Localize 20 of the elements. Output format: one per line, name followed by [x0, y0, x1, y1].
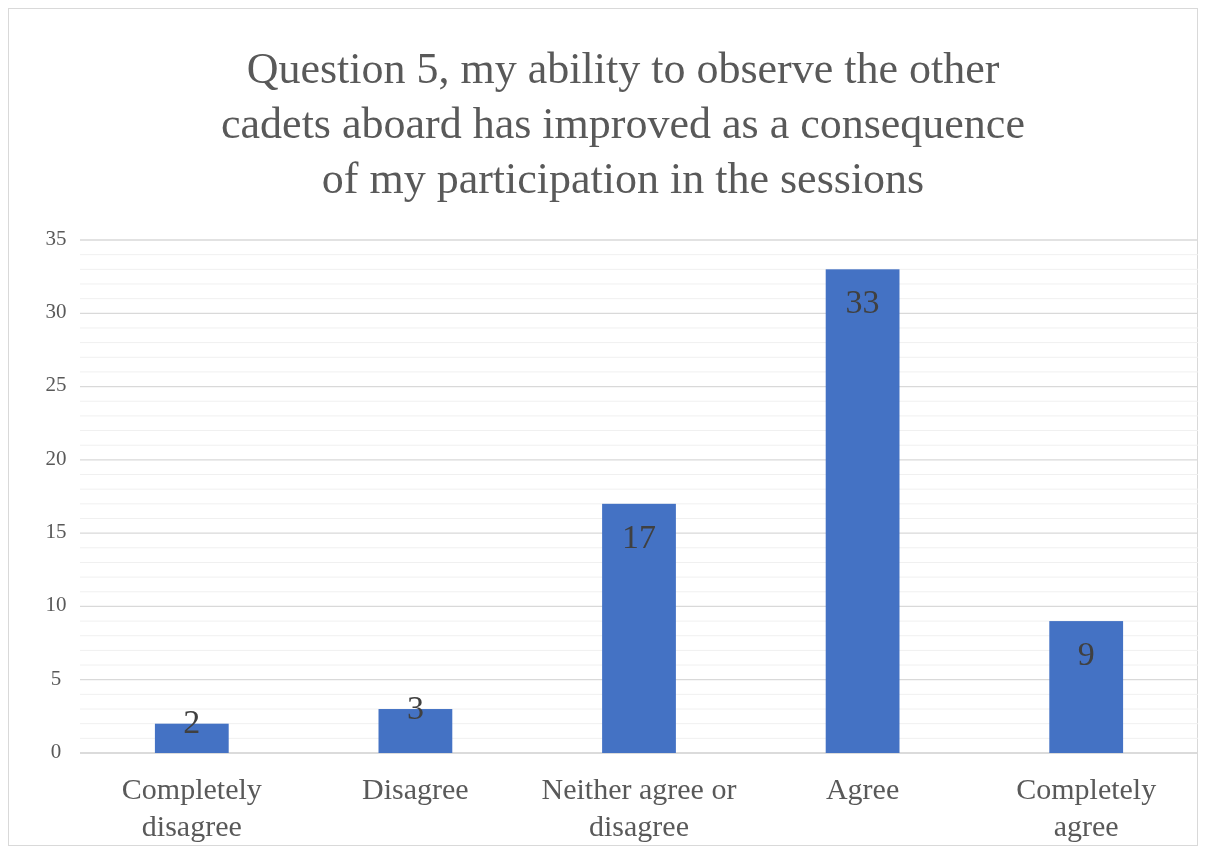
x-tick-label: Completely agree — [1016, 771, 1157, 842]
y-tick-label: 5 — [50, 665, 62, 690]
data-label: 9 — [1077, 634, 1095, 672]
y-tick-label: 25 — [45, 372, 67, 397]
x-tick-label: Agree — [825, 771, 900, 805]
y-tick-label: 35 — [45, 225, 67, 250]
data-label: 33 — [845, 283, 880, 321]
y-tick-label: 15 — [45, 518, 67, 543]
bar — [825, 269, 900, 753]
y-tick-label: 10 — [45, 592, 67, 617]
x-tick-label: Completely disagree — [121, 771, 262, 842]
bar — [1049, 621, 1124, 753]
y-tick-label: 20 — [45, 445, 67, 470]
data-label: 17 — [622, 517, 656, 555]
x-tick-label: Neither agree or disagree — [541, 771, 737, 842]
y-tick-label: 30 — [45, 299, 67, 324]
x-tick-label: Disagree — [362, 771, 469, 805]
y-tick-label: 0 — [50, 738, 62, 763]
chart-title: Question 5, my ability to observe the other cadets aboard has improved as a consequence of my participation in the sessions — [221, 44, 1025, 204]
bar — [602, 503, 676, 753]
